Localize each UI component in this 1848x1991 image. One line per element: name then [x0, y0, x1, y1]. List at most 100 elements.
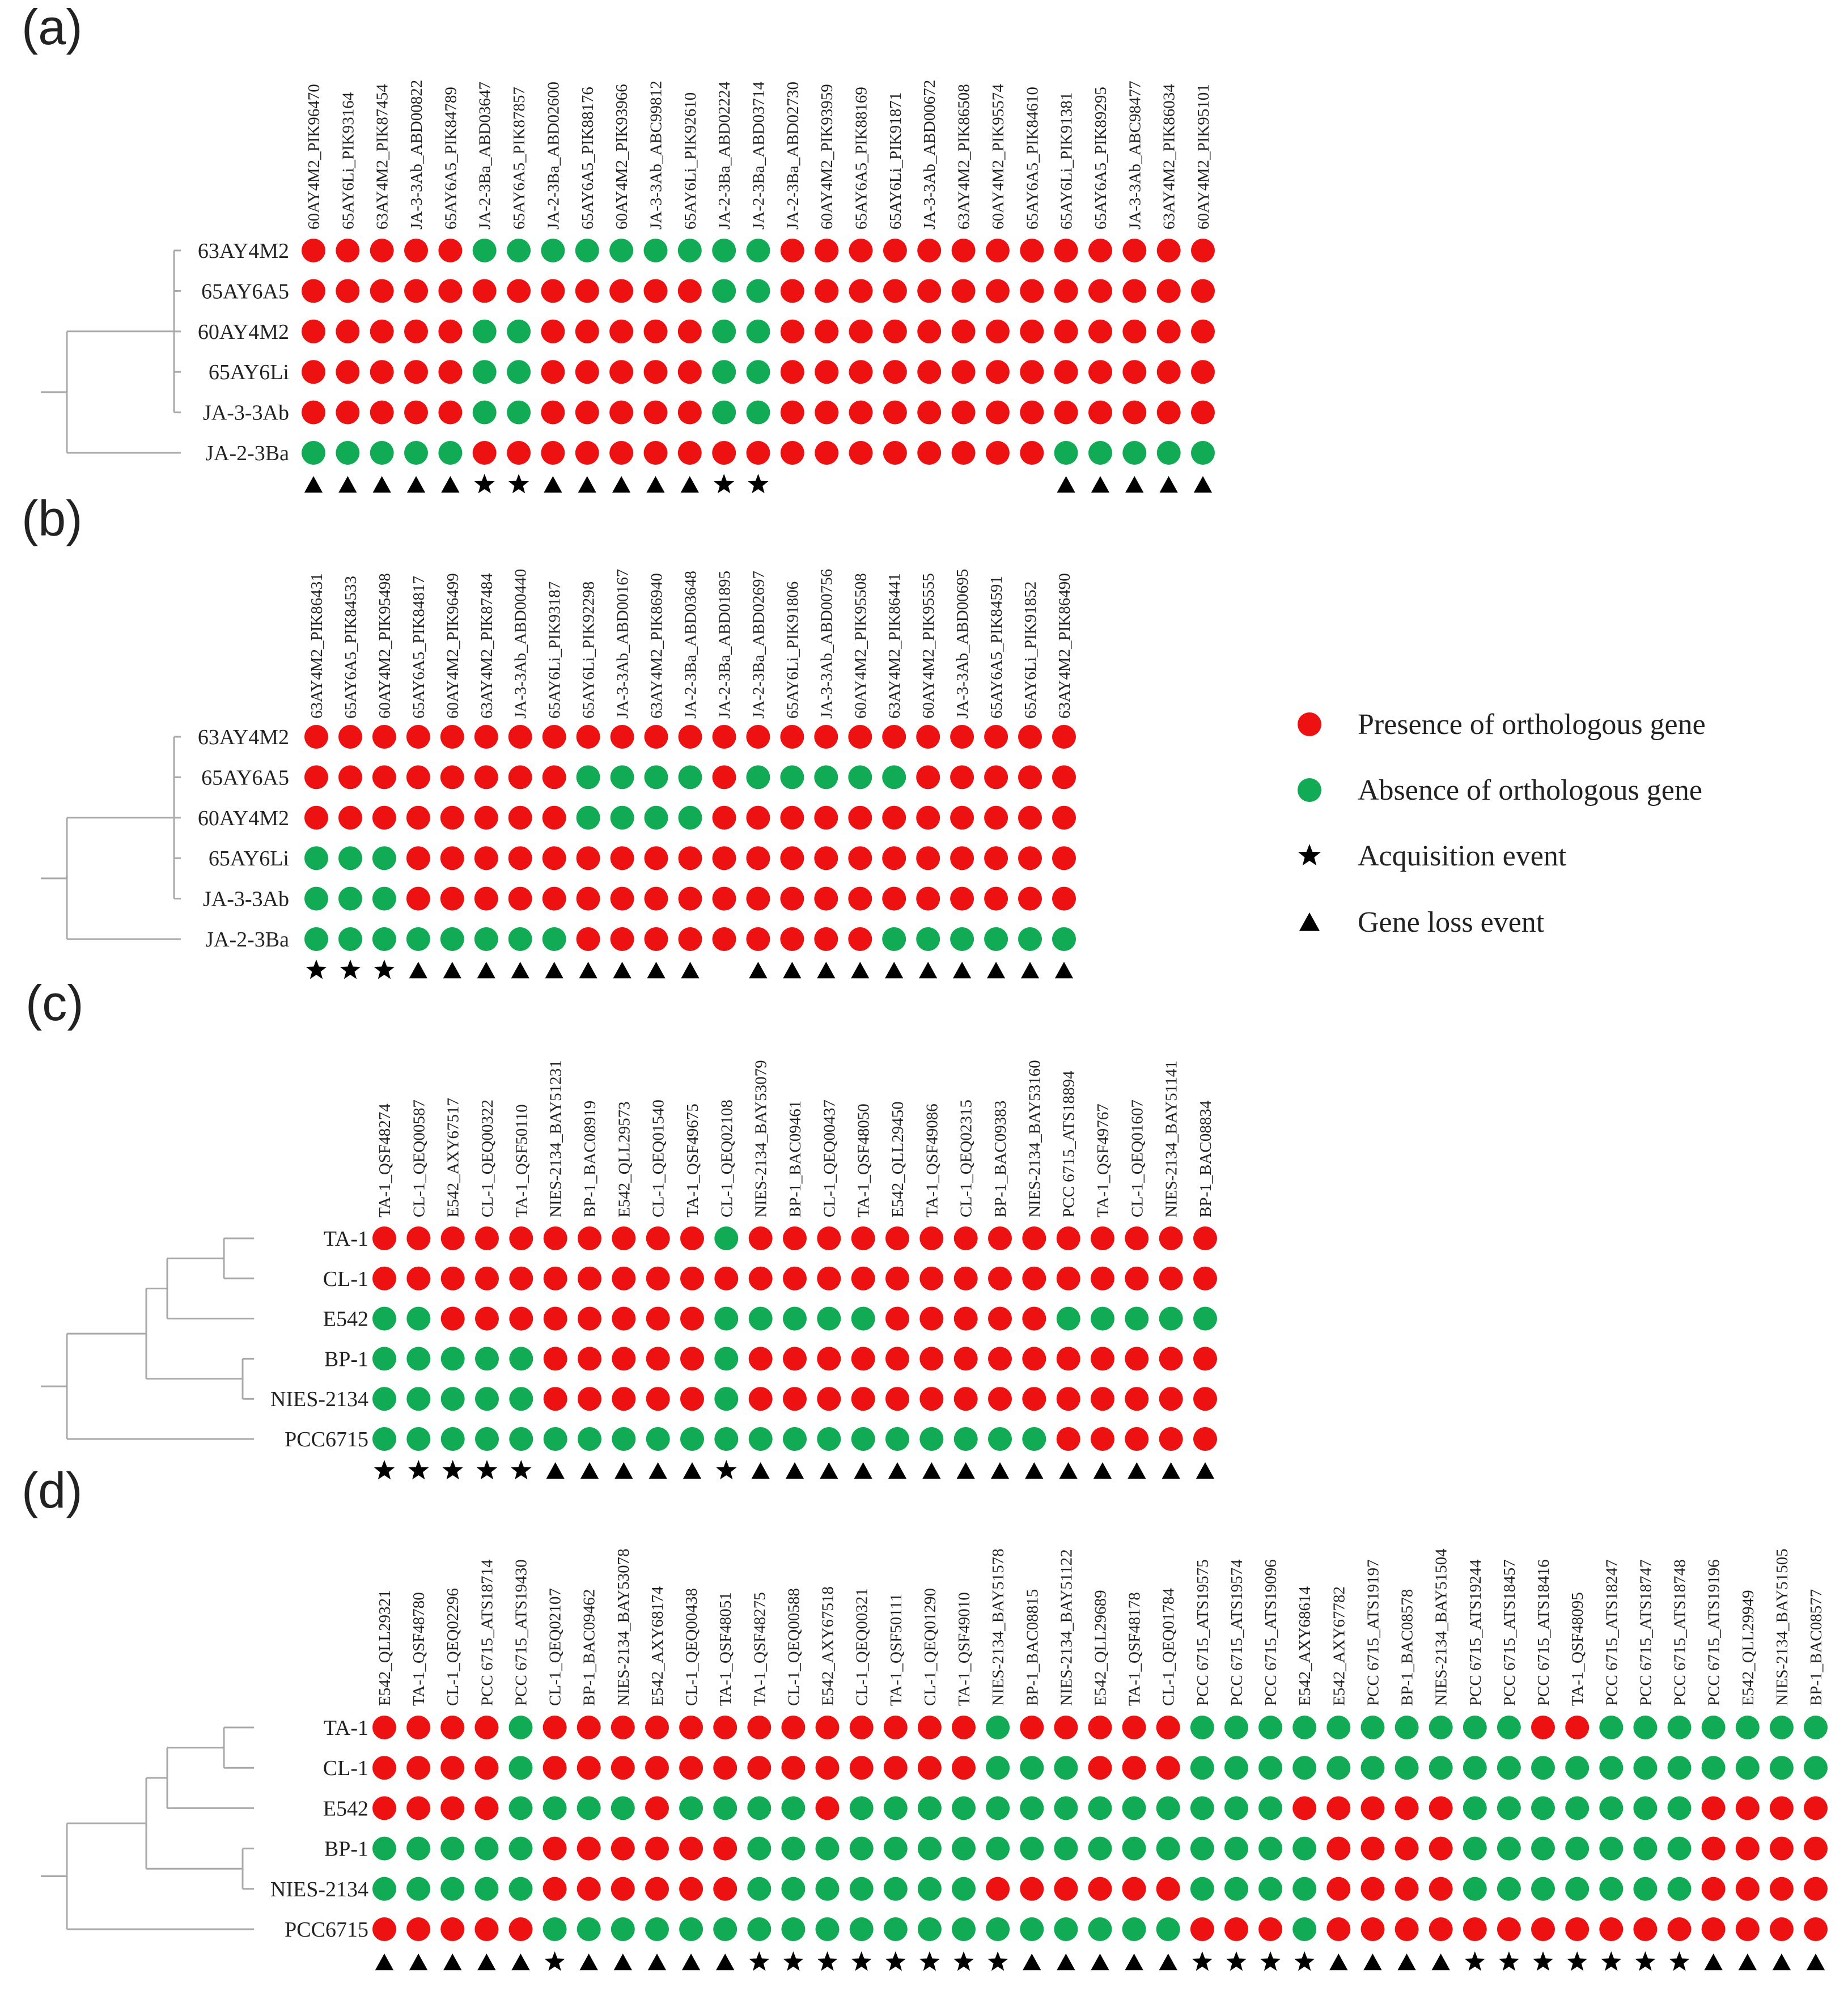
- presence-dot: [578, 1387, 601, 1411]
- loss-triangle-icon: [1162, 1462, 1180, 1479]
- absence-dot: [1565, 1756, 1590, 1780]
- presence-dot: [440, 1756, 465, 1780]
- presence-dot: [817, 1226, 841, 1250]
- presence-dot: [304, 805, 328, 830]
- absence-dot: [609, 239, 634, 262]
- presence-dot: [817, 1347, 841, 1371]
- absence-dot: [1054, 1796, 1078, 1820]
- species-label: 63AY4M2: [198, 239, 289, 263]
- presence-dot: [1020, 441, 1044, 465]
- absence-dot: [748, 1306, 773, 1331]
- presence-dot: [746, 725, 770, 749]
- absence-dot: [1193, 1306, 1217, 1331]
- panel-label: (a): [22, 0, 83, 55]
- absence-dot: [1395, 1756, 1419, 1780]
- loss-triangle-icon: [441, 476, 460, 493]
- absence-dot: [783, 1306, 807, 1331]
- presence-dot: [1191, 360, 1215, 384]
- presence-dot: [643, 441, 668, 465]
- gene-label: 65AY6A5_PIK84610: [1023, 87, 1041, 230]
- presence-dot: [780, 319, 804, 343]
- presence-dot: [780, 927, 804, 951]
- gene-label: CL-1_QEQ00322: [478, 1099, 497, 1217]
- loss-triangle-icon: [885, 962, 904, 979]
- presence-dot: [1497, 1917, 1521, 1941]
- species-label: TA-1: [324, 1227, 368, 1251]
- presence-dot: [646, 1387, 670, 1411]
- presence-dot: [440, 765, 464, 789]
- acquisition-star-icon: [851, 1951, 872, 1971]
- presence-dot: [542, 725, 566, 749]
- presence-dot: [1159, 1226, 1183, 1250]
- presence-dot: [1122, 1756, 1146, 1780]
- presence-dot: [1156, 1877, 1180, 1901]
- loss-triangle-icon: [409, 962, 428, 979]
- presence-dot: [1052, 725, 1076, 749]
- presence-dot: [916, 805, 940, 830]
- absence-dot: [781, 1917, 806, 1941]
- absence-dot: [1292, 1836, 1317, 1861]
- loss-triangle-icon: [888, 1462, 907, 1479]
- absence-dot: [1122, 1836, 1146, 1861]
- gene-label: 63AY4M2_PIK86034: [1160, 84, 1179, 230]
- loss-triangle-icon: [681, 1954, 701, 1971]
- presence-dot: [336, 279, 360, 303]
- presence-dot: [644, 927, 668, 951]
- gene-label: 60AY4M2_PIK93966: [613, 84, 631, 230]
- presence-dot: [1360, 1836, 1385, 1861]
- presence-dot: [1769, 1796, 1794, 1820]
- absence-dot: [1497, 1877, 1521, 1901]
- absence-dot: [1292, 1716, 1317, 1739]
- presence-dot: [985, 441, 1010, 465]
- absence-dot: [1599, 1877, 1624, 1901]
- absence-dot: [1292, 1756, 1317, 1780]
- presence-dot: [848, 846, 872, 871]
- absence-dot: [644, 765, 668, 789]
- absence-dot: [1599, 1796, 1624, 1820]
- presence-dot: [1191, 400, 1215, 424]
- presence-dot: [1804, 1877, 1828, 1901]
- presence-dot: [610, 927, 634, 951]
- loss-triangle-icon: [511, 962, 529, 979]
- presence-dot: [1429, 1917, 1453, 1941]
- acquisition-star-icon: [1464, 1951, 1485, 1971]
- presence-dot: [406, 846, 430, 871]
- species-label: JA-3-3Ab: [203, 888, 289, 911]
- presence-dot: [780, 441, 804, 465]
- presence-dot: [780, 360, 804, 384]
- presence-dot: [814, 725, 838, 749]
- presence-dot: [507, 441, 531, 465]
- presence-dot: [814, 886, 838, 911]
- gene-label: BP-1_BAC08815: [1023, 1589, 1041, 1706]
- presence-dot: [406, 725, 430, 749]
- presence-dot: [1326, 1796, 1351, 1820]
- presence-dot: [1018, 846, 1042, 871]
- absence-dot: [747, 1877, 772, 1901]
- absence-dot: [746, 765, 770, 789]
- presence-dot: [679, 1756, 703, 1780]
- absence-dot: [952, 1796, 976, 1820]
- presence-dot: [577, 1836, 601, 1861]
- presence-dot: [680, 1266, 704, 1290]
- absence-dot: [406, 1387, 431, 1411]
- presence-dot: [677, 319, 702, 343]
- absence-dot: [509, 1347, 533, 1371]
- presence-dot: [680, 1387, 704, 1411]
- presence-dot: [1020, 239, 1044, 262]
- presence-dot: [1122, 1877, 1146, 1901]
- loss-triangle-icon: [477, 962, 495, 979]
- gene-label: CL-1_QEQ01540: [650, 1099, 668, 1217]
- presence-dot: [302, 279, 325, 303]
- presence-dot: [815, 1716, 840, 1739]
- loss-triangle-icon: [612, 476, 631, 493]
- gene-label: 63AY4M2_PIK87454: [374, 84, 392, 230]
- absence-dot: [406, 1347, 431, 1371]
- presence-dot: [678, 886, 702, 911]
- presence-dot: [883, 1756, 908, 1780]
- presence-dot: [882, 846, 906, 871]
- absence-dot: [372, 927, 396, 951]
- gene-label: CL-1_QEQ00588: [785, 1588, 803, 1706]
- presence-dot: [646, 1306, 670, 1331]
- presence-dot: [815, 1756, 840, 1780]
- absence-dot: [712, 400, 736, 424]
